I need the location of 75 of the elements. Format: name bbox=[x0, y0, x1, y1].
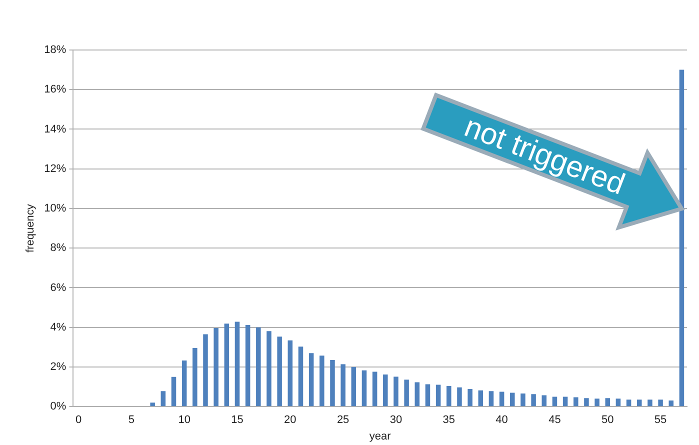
bar bbox=[457, 387, 462, 406]
bar bbox=[362, 370, 367, 406]
bar bbox=[478, 390, 484, 406]
bar bbox=[679, 70, 684, 406]
bar bbox=[266, 331, 272, 406]
bar bbox=[594, 398, 600, 406]
y-tick-label: 2% bbox=[50, 361, 66, 374]
y-tick-label: 18% bbox=[44, 44, 66, 56]
bar bbox=[658, 400, 663, 406]
bar bbox=[648, 400, 652, 406]
x-tick-label: 45 bbox=[548, 414, 561, 426]
bar bbox=[320, 356, 324, 406]
bar bbox=[203, 334, 208, 406]
y-tick-label: 14% bbox=[44, 123, 66, 136]
bar bbox=[256, 327, 261, 406]
bar bbox=[308, 353, 314, 406]
bar bbox=[520, 394, 526, 406]
bar bbox=[605, 398, 610, 406]
bar bbox=[584, 398, 589, 406]
x-tick-label: 50 bbox=[602, 414, 614, 426]
bar bbox=[468, 388, 472, 406]
bar bbox=[425, 384, 430, 406]
bar bbox=[182, 360, 187, 406]
x-tick-label: 55 bbox=[654, 414, 667, 426]
bar bbox=[531, 394, 536, 406]
y-axis-title: frequency bbox=[24, 204, 37, 252]
bar bbox=[436, 384, 441, 406]
bar bbox=[414, 382, 420, 406]
bar bbox=[626, 400, 632, 406]
x-tick-label: 15 bbox=[231, 414, 244, 426]
x-tick-label: 5 bbox=[128, 414, 134, 426]
bar bbox=[542, 395, 547, 406]
x-axis-title: year bbox=[369, 430, 392, 442]
bar bbox=[298, 346, 304, 406]
bar bbox=[552, 396, 558, 406]
bar bbox=[160, 391, 166, 406]
bar bbox=[340, 364, 346, 406]
y-tick-label: 12% bbox=[44, 162, 66, 175]
bar bbox=[288, 340, 293, 406]
bar bbox=[616, 398, 621, 406]
bar bbox=[510, 392, 515, 406]
y-tick-label: 8% bbox=[50, 242, 66, 254]
x-tick-label: 20 bbox=[284, 414, 296, 426]
bar bbox=[499, 392, 504, 406]
bar bbox=[277, 336, 282, 406]
bar bbox=[224, 324, 230, 406]
x-tick-label: 40 bbox=[496, 414, 508, 426]
x-tick-label: 0 bbox=[75, 414, 82, 426]
bar bbox=[383, 374, 388, 406]
bar bbox=[245, 324, 250, 406]
x-tick-label: 10 bbox=[178, 414, 190, 426]
bar bbox=[330, 360, 335, 406]
y-tick-label: 6% bbox=[50, 282, 66, 294]
bar bbox=[668, 400, 674, 406]
y-tick-label: 0% bbox=[50, 400, 66, 413]
y-tick-label: 16% bbox=[44, 84, 66, 96]
y-tick-label: 10% bbox=[44, 202, 66, 215]
bar bbox=[394, 376, 398, 406]
bar bbox=[446, 386, 452, 406]
y-tick-label: 4% bbox=[50, 321, 66, 334]
x-tick-label: 25 bbox=[336, 414, 350, 426]
bar bbox=[192, 348, 198, 406]
bar bbox=[171, 376, 176, 406]
x-tick-label: 30 bbox=[390, 414, 402, 426]
x-tick-label: 35 bbox=[442, 414, 456, 426]
bar bbox=[562, 396, 568, 406]
bar bbox=[404, 380, 409, 406]
bar bbox=[214, 328, 218, 406]
bar bbox=[150, 402, 155, 406]
bar bbox=[372, 372, 378, 406]
bar bbox=[234, 322, 240, 406]
bar bbox=[351, 366, 356, 406]
bar bbox=[488, 391, 494, 406]
bar bbox=[574, 397, 578, 406]
bar bbox=[637, 400, 642, 406]
